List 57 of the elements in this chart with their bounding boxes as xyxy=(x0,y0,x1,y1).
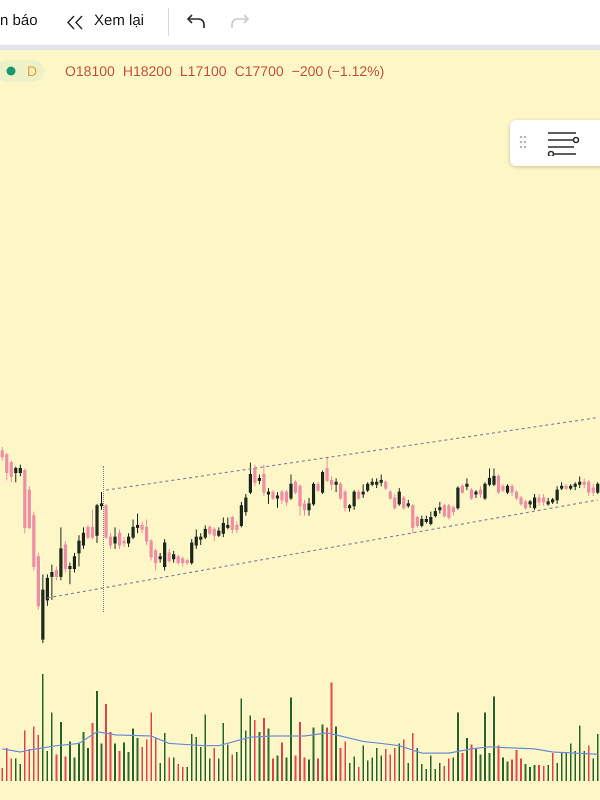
text: O18100 xyxy=(65,63,115,79)
candlestick xyxy=(496,474,500,495)
candlestick xyxy=(118,528,122,550)
text: D xyxy=(27,63,38,79)
candlestick xyxy=(59,526,63,581)
candlestick xyxy=(334,478,338,493)
text: C17700 xyxy=(234,63,284,79)
text: L17100 xyxy=(180,63,227,79)
candlestick xyxy=(298,484,302,516)
candlestick xyxy=(248,462,252,495)
candlestick xyxy=(172,550,176,564)
text: H18200 xyxy=(122,63,172,79)
candlestick xyxy=(258,474,261,485)
candlestick xyxy=(596,482,600,495)
candlestick xyxy=(470,488,474,500)
candlestick xyxy=(289,474,293,500)
candlestick xyxy=(362,484,365,498)
candlestick xyxy=(546,497,550,506)
candlestick xyxy=(168,548,171,564)
candlestick xyxy=(460,484,464,495)
candlestick xyxy=(284,490,288,506)
candlestick xyxy=(478,486,482,498)
candlestick xyxy=(316,482,320,493)
candlestick xyxy=(280,490,284,504)
candlestick xyxy=(537,494,541,506)
candlestick xyxy=(474,490,478,498)
candlestick xyxy=(113,526,117,550)
candlestick xyxy=(276,492,280,508)
candlestick xyxy=(357,490,360,500)
candlestick xyxy=(456,486,460,510)
candlestick xyxy=(532,494,536,510)
candlestick xyxy=(398,488,401,506)
candlestick xyxy=(506,484,510,495)
candlestick xyxy=(564,484,568,491)
candlestick xyxy=(64,540,68,573)
candlestick xyxy=(384,480,388,491)
candlestick xyxy=(452,505,455,516)
candlestick xyxy=(510,484,514,496)
text: Xem lại xyxy=(94,12,144,29)
text: n báo xyxy=(0,12,38,29)
candlestick xyxy=(271,490,275,500)
candlestick xyxy=(320,470,324,495)
candlestick xyxy=(438,501,442,514)
candlestick xyxy=(402,496,406,510)
candlestick xyxy=(465,478,469,491)
candlestick xyxy=(262,464,266,496)
candlestick xyxy=(90,509,94,540)
candlestick xyxy=(253,464,256,487)
candlestick xyxy=(50,564,54,600)
text: −200 (−1.12%) xyxy=(292,63,384,79)
candlestick xyxy=(524,499,528,510)
candlestick xyxy=(560,482,564,491)
candlestick xyxy=(406,499,410,508)
candlestick xyxy=(266,488,270,504)
candlestick xyxy=(492,468,496,487)
candlestick xyxy=(434,507,437,518)
candlestick xyxy=(54,566,58,581)
